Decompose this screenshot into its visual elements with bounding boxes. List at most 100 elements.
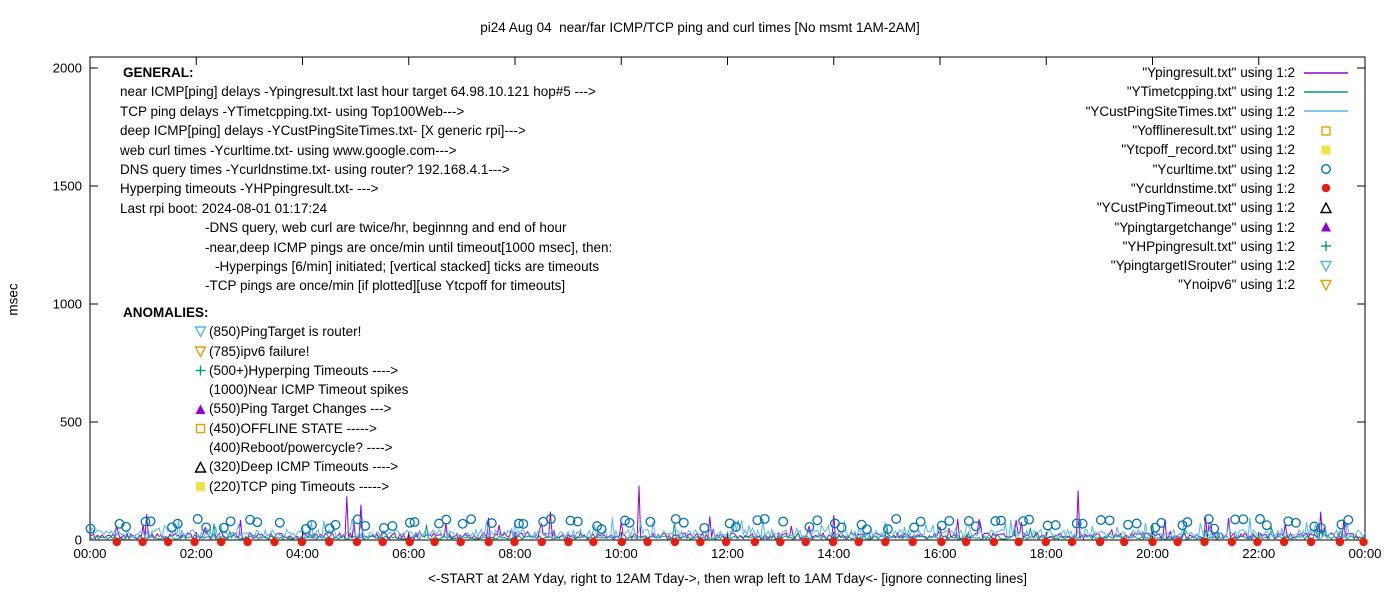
curl-time-points [85,513,1354,535]
square-open-icon [195,423,205,434]
legend-entry-label: "YCustPingTimeout.txt" using 1:2 [1096,200,1295,216]
anomaly-text: (400)Reboot/powercycle? ----> [209,440,393,456]
series-line-1 [89,522,1366,541]
general-line: -near,deep ICMP pings are once/min until… [205,239,613,255]
anomaly-item: (220)TCP ping Timeouts -----> [123,477,408,496]
inv-triangle-open-icon [1319,279,1333,292]
x-tick-label: 10:00 [605,546,638,561]
square-open-icon [1321,125,1331,136]
x-tick-label: 06:00 [392,546,425,561]
general-annotation-block: GENERAL: near ICMP[ping] delays -Ypingre… [120,63,612,296]
legend-entry-label: "Ytcpoff_record.txt" using 1:2 [1121,142,1295,158]
square-filled-icon [195,481,205,491]
circle-filled-icon [1321,184,1331,193]
line-icon [1304,71,1348,74]
legend-entry: "Ynoipv6" using 1:2 [1086,275,1350,294]
line-icon [1304,91,1348,93]
anomaly-text: (550)Ping Target Changes ---> [209,401,392,417]
general-line: -TCP pings are once/min [if plotted][use… [205,278,566,294]
general-line: TCP ping delays -YTimetcpping.txt- using… [120,103,465,119]
triangle-filled-icon [195,404,205,414]
triangle-filled-icon [1321,222,1331,232]
triangle-open-icon [193,460,207,473]
y-axis-label: msec [5,283,21,316]
y-tick-label: 2000 [53,61,82,76]
x-tick-label: 04:00 [286,546,319,561]
legend-entry-label: "Ynoipv6" using 1:2 [1178,277,1295,293]
anomaly-text: (1000)Near ICMP Timeout spikes [209,382,409,398]
x-tick-label: 08:00 [498,546,531,561]
legend-entry: "Ytcpoff_record.txt" using 1:2 [1086,140,1350,159]
legend-entry-label: "Ycurldnstime.txt" using 1:2 [1130,180,1295,196]
anomaly-text: (220)TCP ping Timeouts -----> [209,478,390,494]
anomaly-item: (850)PingTarget is router! [123,322,408,341]
x-tick-label: 00:00 [1348,546,1381,561]
legend-entry: "Yofflineresult.txt" using 1:2 [1086,121,1350,140]
line-icon [1304,110,1348,113]
legend-entry: "Ycurltime.txt" using 1:2 [1086,159,1350,178]
legend-entry: "Ycurldnstime.txt" using 1:2 [1086,179,1350,198]
anomaly-text: (500+)Hyperping Timeouts ----> [209,362,399,378]
y-axis-ticks: 0 500 1000 1500 2000 [53,61,1365,548]
legend-entry: "YTimetcpping.txt" using 1:2 [1086,82,1350,101]
general-line: deep ICMP[ping] delays -YCustPingSiteTim… [120,123,526,139]
legend-entry-label: "YpingtargetISrouter" using 1:2 [1110,258,1295,274]
legend-entry: "YHPpingresult.txt" using 1:2 [1086,237,1350,256]
x-tick-label: 18:00 [1030,546,1063,561]
dns-time-points [112,537,1368,547]
square-filled-icon [1321,145,1331,155]
legend-entry-label: "Ypingresult.txt" using 1:2 [1142,65,1295,81]
general-line: -Hyperpings [6/min] initiated; [vertical… [215,259,600,275]
x-tick-label: 22:00 [1242,546,1275,561]
anomaly-item: (320)Deep ICMP Timeouts ----> [123,457,408,476]
anomaly-text: (850)PingTarget is router! [209,324,362,340]
general-line: Last rpi boot: 2024-08-01 01:17:24 [120,200,328,216]
circle-open-icon [1321,164,1332,175]
y-tick-label: 1000 [53,297,82,312]
anomaly-item: (550)Ping Target Changes ---> [123,399,408,418]
legend-entry: "YCustPingTimeout.txt" using 1:2 [1086,198,1350,217]
x-axis-label: <-START at 2AM Yday, right to 12AM Tday-… [428,571,1027,586]
anomaly-item: (500+)Hyperping Timeouts ----> [123,361,408,380]
general-line: web curl times -Ycurltime.txt- using www… [120,142,457,158]
legend: "Ypingresult.txt" using 1:2 "YTimetcpping… [1086,63,1350,295]
legend-entry: "Ypingtargetchange" using 1:2 [1086,217,1350,236]
anomaly-item: (1000)Near ICMP Timeout spikes [123,380,408,399]
legend-entry-label: "YTimetcpping.txt" using 1:2 [1126,84,1295,100]
general-line: DNS query times -Ycurldnstime.txt- using… [120,162,510,178]
anomaly-text: (785)ipv6 failure! [209,343,310,359]
x-tick-label: 16:00 [923,546,956,561]
triangle-open-icon [1319,201,1333,213]
x-tick-label: 12:00 [711,546,744,561]
y-tick-label: 1500 [53,179,82,194]
legend-entry-label: "YHPpingresult.txt" using 1:2 [1122,238,1295,254]
anomaly-text: (450)OFFLINE STATE -----> [209,420,377,436]
inv-triangle-open-icon [1319,260,1333,273]
legend-entry: "YpingtargetISrouter" using 1:2 [1086,256,1350,275]
chart-title: pi24 Aug 04 near/far ICMP/TCP ping and c… [480,20,920,35]
x-axis-ticks: 00:00 02:00 04:00 06:00 08:00 10:00 12:00 14:00… [73,57,1382,561]
anomaly-item: (400)Reboot/powercycle? ----> [123,438,408,457]
anomaly-item: (450)OFFLINE STATE -----> [123,419,408,438]
legend-entry-label: "YCustPingSiteTimes.txt" using 1:2 [1085,103,1295,119]
anomalies-annotation-block: ANOMALIES: (850)PingTarget is router! (78… [123,303,408,496]
legend-entry-label: "Ycurltime.txt" using 1:2 [1152,161,1295,177]
y-tick-label: 0 [75,533,82,548]
inv-triangle-open-icon [193,346,207,358]
legend-entry: "Ypingresult.txt" using 1:2 [1086,63,1350,82]
general-line: -DNS query, web curl are twice/hr, begin… [205,220,567,236]
x-tick-label: 20:00 [1136,546,1169,561]
anomalies-heading: ANOMALIES: [123,305,209,320]
x-tick-label: 14:00 [817,546,850,561]
general-line: Hyperping timeouts -YHPpingresult.txt- -… [120,181,379,197]
legend-entry-label: "Yofflineresult.txt" using 1:2 [1132,123,1295,139]
plus-icon [1321,241,1331,252]
y-tick-label: 500 [60,415,82,430]
anomaly-text: (320)Deep ICMP Timeouts ----> [209,459,399,475]
plus-icon [195,365,205,376]
legend-entry: "YCustPingSiteTimes.txt" using 1:2 [1086,102,1350,121]
anomaly-item: (785)ipv6 failure! [123,342,408,361]
inv-triangle-open-icon [193,326,207,339]
